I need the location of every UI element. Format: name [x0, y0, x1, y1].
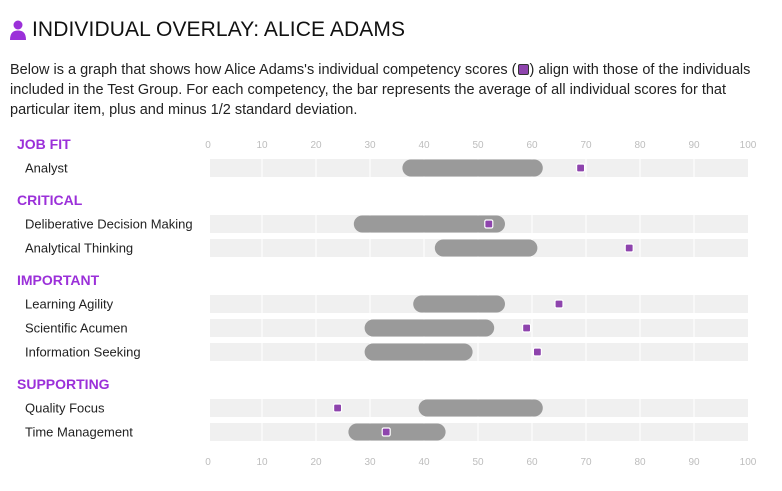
tick-label-top: 70 [580, 140, 592, 151]
tick-label-top: 90 [688, 140, 700, 151]
individual-score-marker [521, 323, 532, 333]
section-label: CRITICAL [17, 192, 83, 208]
page-header: INDIVIDUAL OVERLAY: ALICE ADAMS [10, 18, 405, 42]
tick-label-bottom: 90 [688, 457, 700, 468]
tick-label-top: 0 [205, 140, 211, 151]
competency-label: Scientific Acumen [25, 321, 128, 336]
page-title: INDIVIDUAL OVERLAY: ALICE ADAMS [32, 18, 406, 41]
tick-label-bottom: 10 [256, 457, 268, 468]
tick-label-bottom: 30 [364, 457, 376, 468]
tick-label-top: 20 [310, 140, 322, 151]
description: Below is a graph that shows how Alice Ad… [10, 60, 770, 120]
section-label: IMPORTANT [17, 272, 100, 288]
tick-label-top: 40 [418, 140, 430, 151]
description-text-end: ) align with those of the individuals in… [10, 62, 751, 118]
competency-label: Analytical Thinking [25, 241, 133, 256]
competency-label: Analyst [25, 161, 68, 176]
tick-label-top: 60 [526, 140, 538, 151]
tick-label-bottom: 80 [634, 457, 646, 468]
tick-label-top: 50 [472, 140, 484, 151]
tick-label-top: 10 [256, 140, 268, 151]
range-bar [402, 159, 543, 177]
range-bar [434, 239, 538, 257]
individual-score-marker [575, 163, 586, 173]
range-bar [418, 399, 543, 417]
tick-label-top: 30 [364, 140, 376, 151]
individual-score-marker [554, 299, 564, 309]
individual-score-marker [484, 219, 494, 229]
individual-score-swatch [517, 64, 529, 75]
competency-label: Quality Focus [25, 401, 105, 416]
competency-label: Time Management [25, 425, 133, 440]
range-bar [348, 423, 446, 441]
row-track [210, 343, 748, 361]
tick-label-top: 80 [634, 140, 646, 151]
section-label: JOB FIT [17, 136, 71, 152]
individual-score-marker [532, 347, 543, 357]
section-label: SUPPORTING [17, 376, 110, 392]
range-bar [353, 215, 505, 233]
tick-label-bottom: 0 [205, 457, 211, 468]
user-icon [10, 20, 26, 40]
range-bar [364, 319, 495, 337]
description-text-start: Below is a graph that shows how Alice Ad… [10, 62, 517, 78]
tick-label-bottom: 40 [418, 457, 430, 468]
row-track [210, 423, 748, 441]
competency-label: Learning Agility [25, 297, 114, 312]
individual-score-marker [381, 427, 391, 437]
tick-label-top: 100 [740, 140, 757, 151]
tick-label-bottom: 70 [580, 457, 592, 468]
tick-label-bottom: 50 [472, 457, 484, 468]
tick-label-bottom: 100 [740, 457, 757, 468]
tick-label-bottom: 60 [526, 457, 538, 468]
individual-score-marker [333, 403, 343, 413]
individual-score-marker [624, 243, 634, 253]
tick-label-bottom: 20 [310, 457, 322, 468]
competency-label: Deliberative Decision Making [25, 217, 193, 232]
range-bar [413, 295, 505, 313]
competency-label: Information Seeking [25, 345, 141, 360]
range-bar [364, 343, 473, 361]
